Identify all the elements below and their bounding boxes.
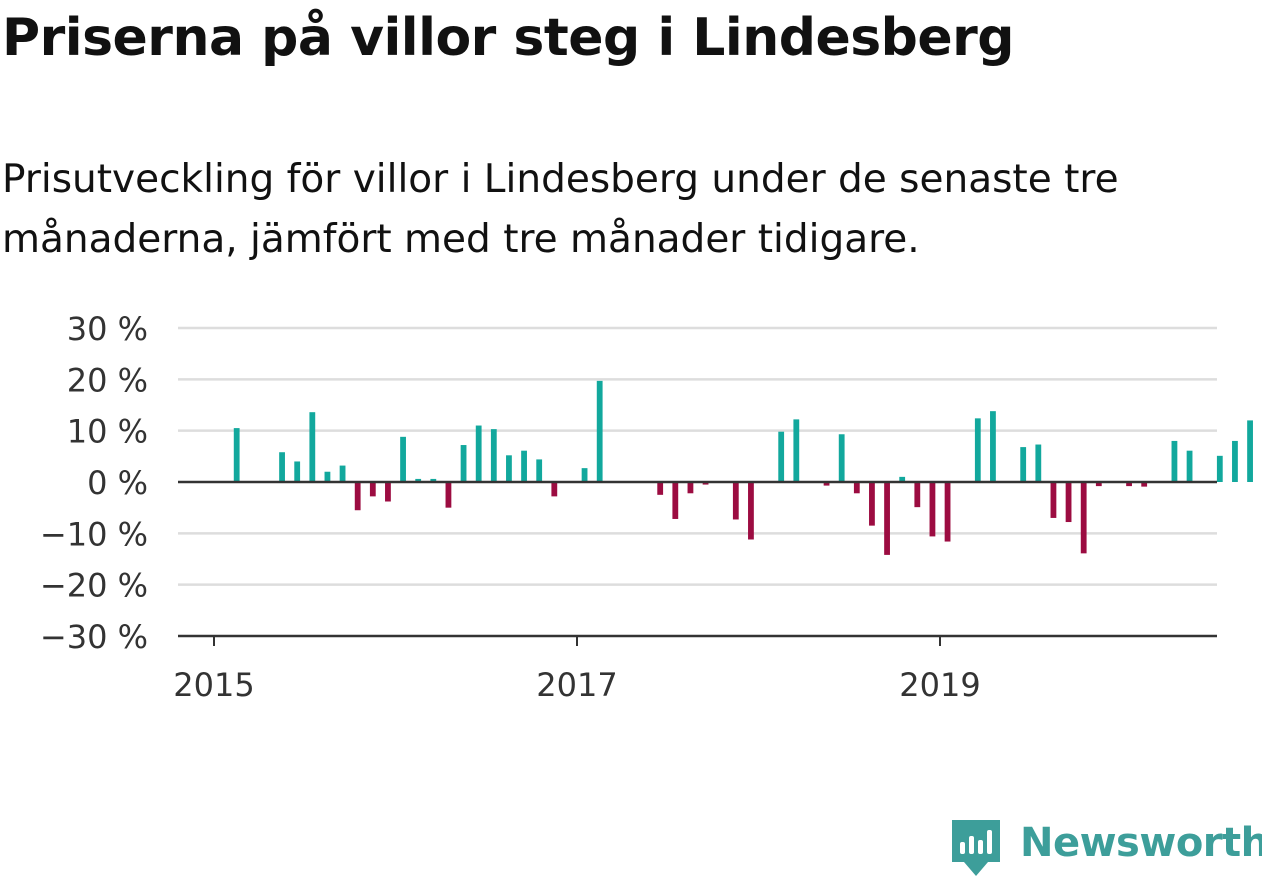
- bar: [899, 476, 906, 482]
- bar: [506, 455, 512, 482]
- bar: [460, 445, 467, 482]
- bar: [339, 465, 346, 482]
- axes: [178, 480, 1217, 646]
- bar: [309, 412, 316, 482]
- bar: [1065, 482, 1072, 523]
- bar: [551, 482, 558, 497]
- newsworthy-logo-icon: [952, 820, 1000, 876]
- bar: [657, 482, 664, 495]
- y-tick-label: −10 %: [40, 515, 148, 553]
- bar: [596, 380, 603, 482]
- bar: [869, 482, 875, 526]
- bar: [944, 482, 951, 542]
- bar: [445, 482, 452, 508]
- bar: [294, 461, 301, 482]
- bar: [279, 452, 285, 482]
- bar: [1126, 482, 1132, 487]
- x-tick-label: 2019: [899, 666, 980, 704]
- bar: [1232, 440, 1238, 482]
- bar: [823, 482, 830, 486]
- bar: [914, 482, 921, 508]
- bar: [521, 450, 527, 482]
- bar: [672, 482, 679, 519]
- bar: [748, 482, 754, 540]
- bar: [732, 482, 739, 520]
- bar: [415, 478, 422, 482]
- bar: [1050, 482, 1057, 518]
- x-tick-label: 2017: [536, 666, 617, 704]
- y-tick-label: −30 %: [40, 618, 148, 656]
- y-tick-label: 0 %: [87, 464, 148, 502]
- bar: [536, 459, 543, 482]
- tick-labels: 30 % 20 % 10 % 0 % −10 % −20 % −30 % 2015 2017 20…: [40, 310, 981, 704]
- gridlines: [178, 326, 1217, 586]
- bar: [853, 482, 860, 494]
- bar: [400, 436, 406, 482]
- bar: [793, 419, 800, 482]
- bar: [929, 482, 936, 537]
- y-tick-label: 20 %: [67, 361, 148, 399]
- bar: [369, 482, 376, 497]
- brand-logo[interactable]: Newsworthy: [950, 818, 1262, 878]
- bar: [1141, 482, 1148, 487]
- bar: [1035, 444, 1042, 482]
- bar: [1080, 482, 1087, 554]
- bar: [1186, 450, 1193, 482]
- bar: [1020, 447, 1027, 482]
- bar: [687, 482, 694, 494]
- chart-title: Priserna på villor steg i Lindesberg: [2, 8, 1015, 68]
- bar: [838, 434, 845, 482]
- bar: [884, 482, 890, 555]
- bar: [324, 471, 331, 482]
- bar: [702, 482, 709, 485]
- chart-subtitle: Prisutveckling för villor i Lindesberg u…: [2, 157, 1119, 262]
- bars: [233, 380, 1253, 555]
- bar: [974, 418, 981, 482]
- bar: [990, 411, 996, 482]
- bar: [581, 468, 588, 482]
- y-tick-label: 30 %: [67, 310, 148, 348]
- bar: [778, 431, 785, 482]
- bar: [490, 429, 497, 482]
- y-tick-label: −20 %: [40, 567, 148, 605]
- y-tick-label: 10 %: [67, 413, 148, 451]
- bar: [1171, 440, 1178, 482]
- bar: [354, 482, 361, 511]
- bar: [1095, 482, 1102, 487]
- brand-name: Newsworthy: [1020, 820, 1262, 866]
- bar: [1216, 455, 1223, 482]
- bar: [1247, 420, 1253, 482]
- bar: [430, 478, 437, 482]
- bar: [385, 482, 391, 502]
- bar: [475, 425, 482, 482]
- x-tick-label: 2015: [173, 666, 254, 704]
- bar: [233, 428, 240, 482]
